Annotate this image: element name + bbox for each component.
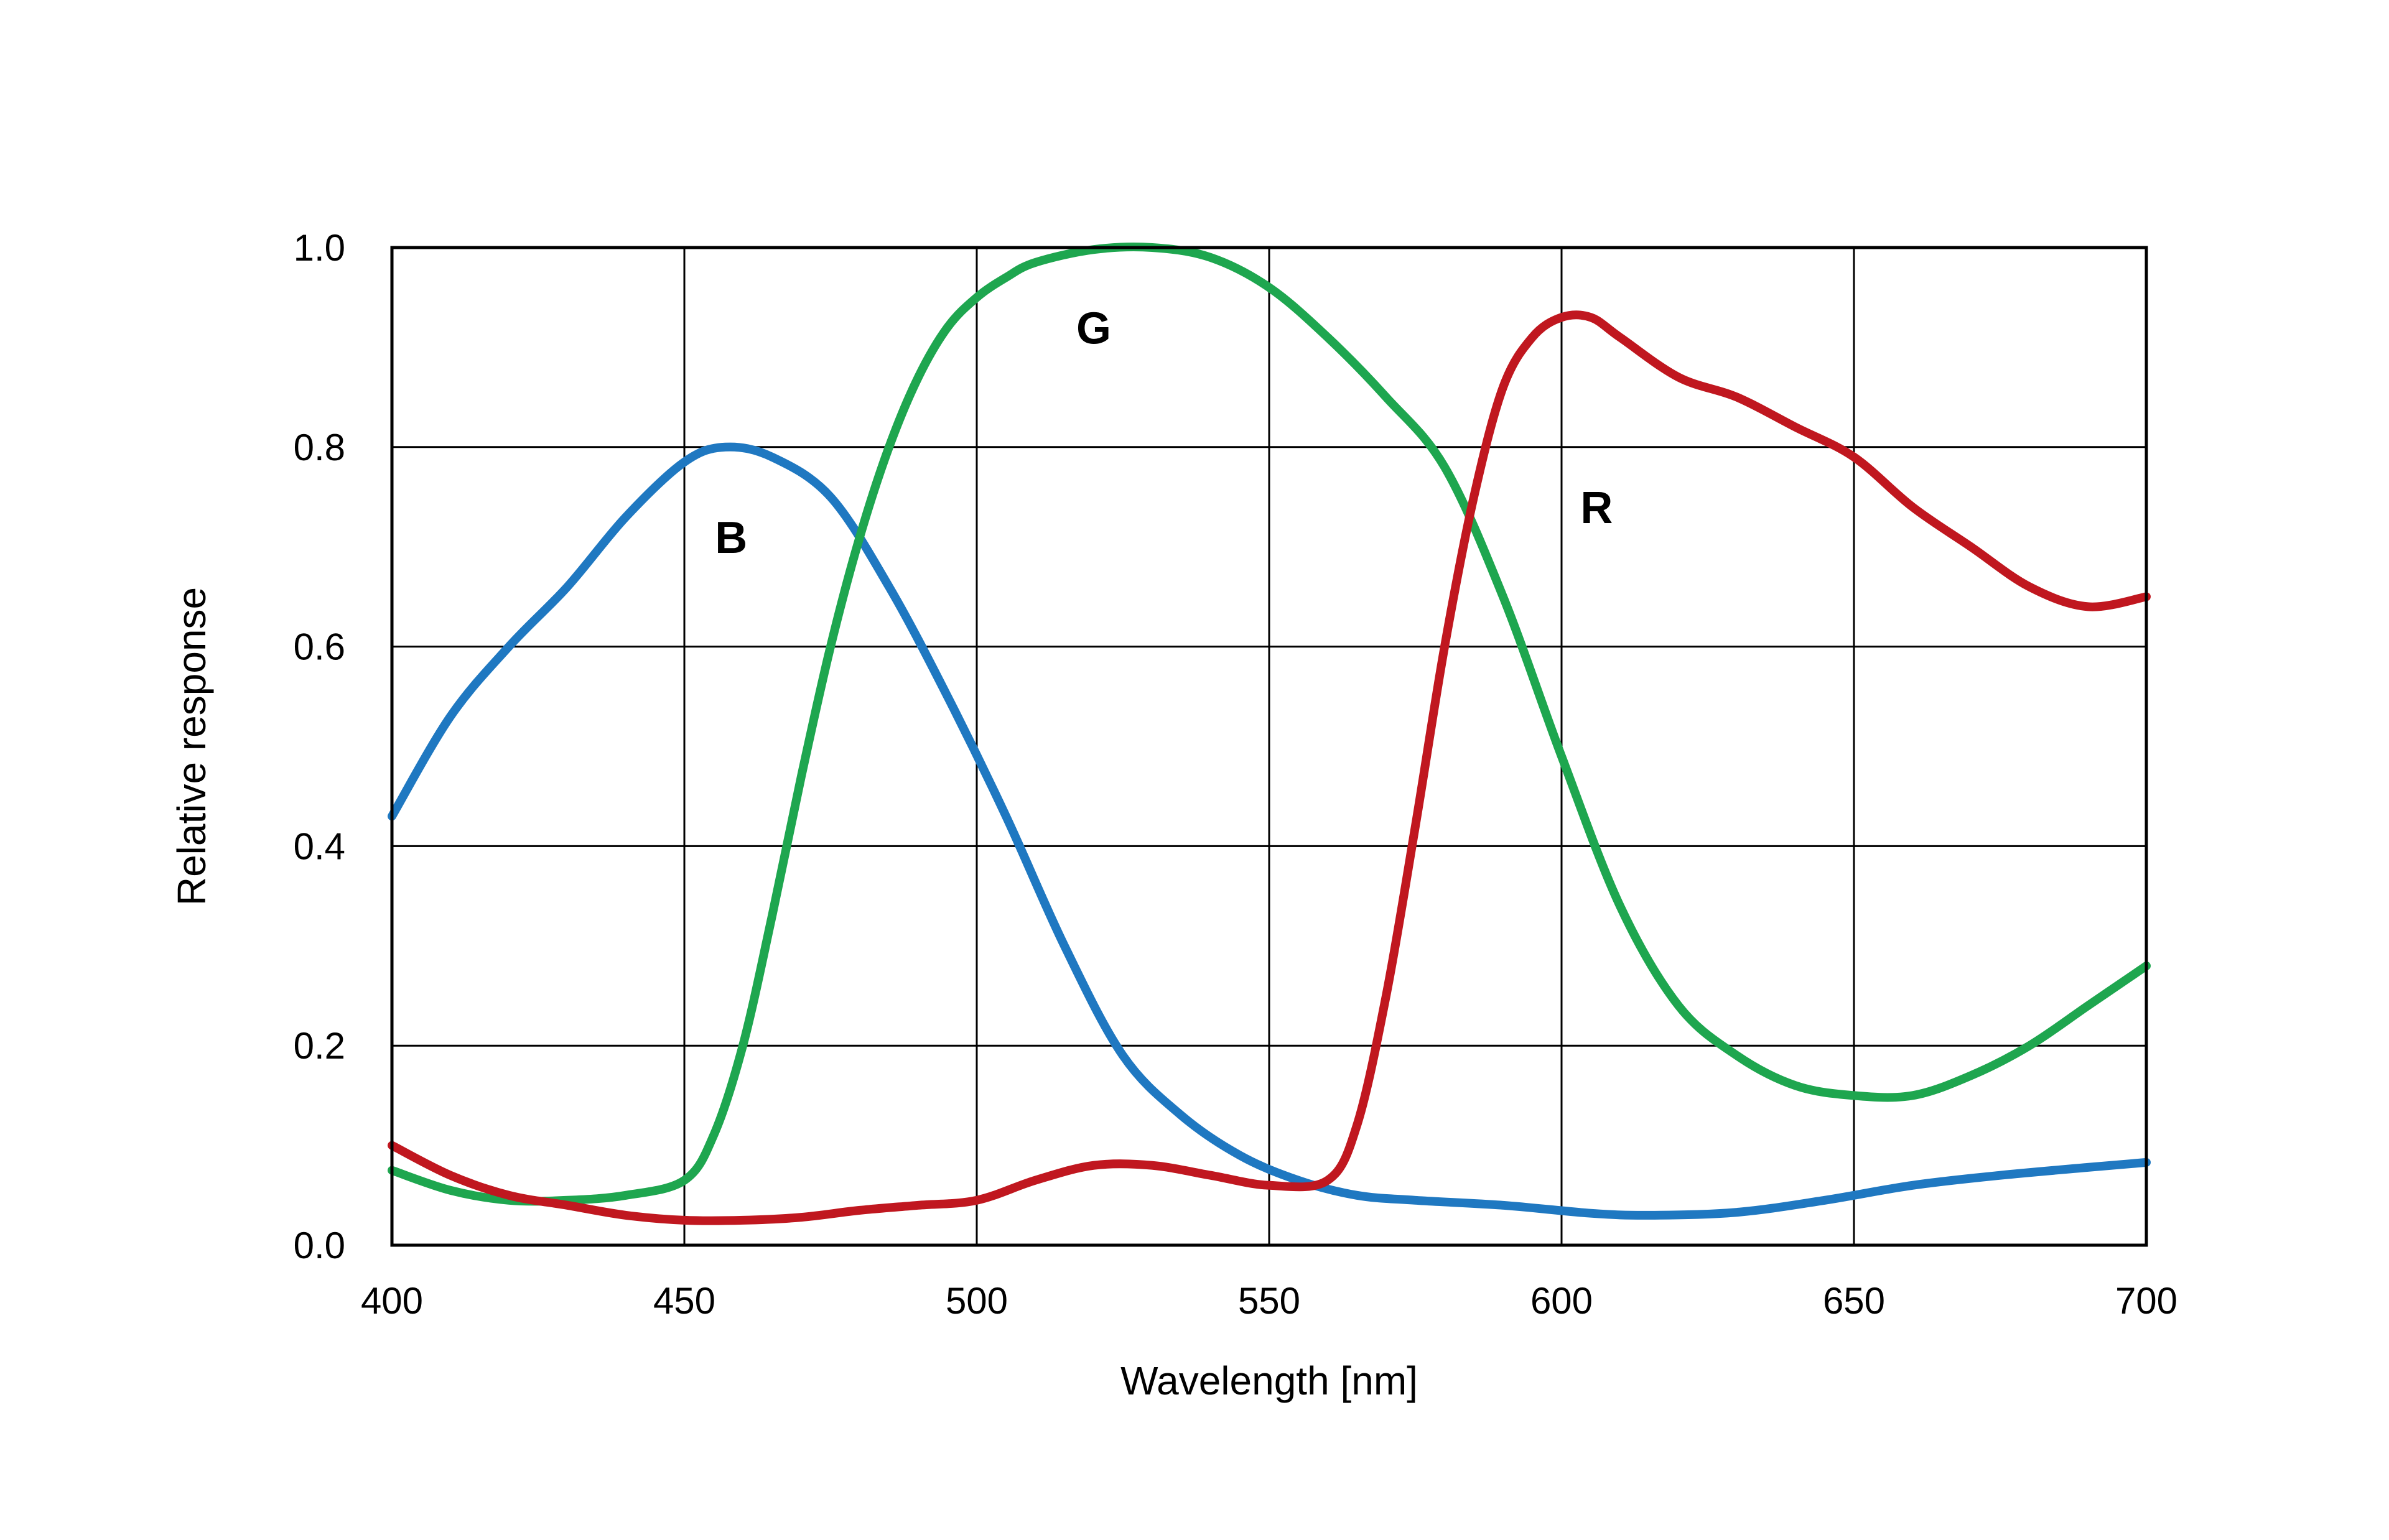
series-labels: B G R xyxy=(715,304,1613,563)
y-tick-label: 0.0 xyxy=(294,1225,345,1266)
y-tick-label: 1.0 xyxy=(294,227,345,269)
y-tick-label: 0.6 xyxy=(294,626,345,668)
x-axis-title: Wavelength [nm] xyxy=(1120,1358,1418,1403)
x-tick-label: 400 xyxy=(361,1280,423,1322)
series-label-b: B xyxy=(715,513,747,563)
y-tick-label: 0.2 xyxy=(294,1025,345,1067)
x-tick-label: 500 xyxy=(946,1280,1008,1322)
x-tick-label: 450 xyxy=(653,1280,715,1322)
series-line-b xyxy=(388,442,2151,1220)
x-tick-label: 600 xyxy=(1530,1280,1593,1322)
x-tick-label: 650 xyxy=(1823,1280,1885,1322)
y-tick-label: 0.8 xyxy=(294,427,345,468)
tick-labels: 400 450 500 550 600 650 700 0.0 0.2 0.4 0.6 0.8 1.0 xyxy=(294,227,2177,1322)
series-label-g: G xyxy=(1076,304,1111,353)
y-tick-label: 0.4 xyxy=(294,825,345,867)
plot-frame xyxy=(390,246,2148,1247)
y-axis-title: Relative response xyxy=(169,587,214,906)
x-tick-label: 550 xyxy=(1238,1280,1300,1322)
x-tick-label: 700 xyxy=(2115,1280,2177,1322)
series-label-r: R xyxy=(1580,483,1613,533)
series-line-r xyxy=(388,310,2151,1225)
